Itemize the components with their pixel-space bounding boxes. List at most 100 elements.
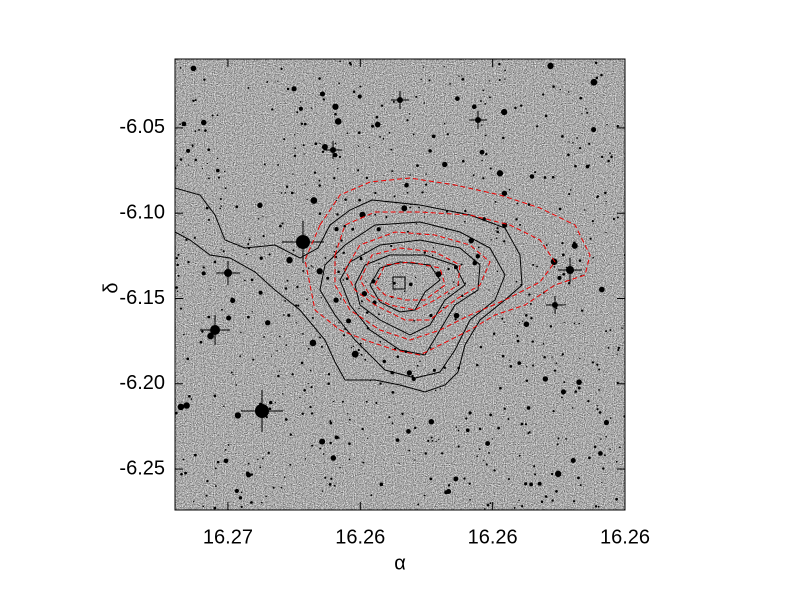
star [527,432,530,435]
star [227,444,230,446]
star [321,490,324,492]
star [215,168,220,173]
star [339,466,341,469]
star [472,174,475,177]
star [285,185,289,188]
star [518,454,521,457]
star [307,382,309,385]
star [471,104,477,110]
star [496,230,499,234]
star [551,499,554,502]
star [619,446,621,449]
star [503,407,506,410]
star [464,282,467,284]
star [598,451,603,456]
star [491,438,493,440]
star [346,318,352,324]
star [416,164,419,168]
star [496,270,499,273]
star [607,347,610,349]
star [490,239,492,241]
star [321,150,325,154]
star [501,190,508,197]
star [401,205,408,212]
star [532,364,534,367]
star [190,398,193,400]
star [605,330,608,333]
star [321,144,328,150]
star [337,167,339,170]
star [516,334,519,337]
star [598,388,600,391]
star [589,237,592,240]
star [248,238,251,241]
star [523,321,530,328]
star [413,319,415,322]
star [361,291,368,297]
star [556,443,559,446]
star [348,458,351,461]
star [379,382,382,385]
star [222,250,225,253]
star [349,63,353,66]
star [359,85,362,88]
star [579,484,582,487]
star [276,350,278,352]
star [596,405,598,407]
star [339,60,341,63]
star [454,318,457,321]
star [428,149,432,153]
star [299,101,302,103]
star [577,476,580,480]
star [449,83,451,85]
star [265,416,268,419]
star [603,419,610,426]
star [186,357,190,361]
star [182,231,184,234]
star [409,174,411,176]
star [324,476,327,479]
star [221,308,223,311]
star [555,490,558,493]
star [435,440,437,443]
star [499,386,502,390]
star [615,460,618,463]
star [304,458,307,460]
star [344,198,347,201]
star [571,242,578,249]
star [333,484,336,487]
star [300,361,304,365]
star [430,436,433,439]
star [558,207,562,211]
star [609,152,611,155]
star [284,287,288,290]
star [443,122,446,125]
star [261,501,263,504]
star [292,249,295,252]
star [416,364,419,367]
star [224,170,226,173]
star [360,353,363,356]
x-tick-label: 16.26 [335,526,385,548]
star [552,409,555,413]
star [268,400,273,405]
star [488,451,490,454]
star [265,495,267,498]
star [532,263,535,266]
star [509,359,511,361]
star [300,122,304,125]
star [415,95,418,98]
star [250,501,252,504]
star [475,254,481,259]
star [516,202,519,205]
star [201,167,204,170]
star [289,463,292,466]
star [176,290,179,293]
star [406,230,409,233]
star [478,427,482,431]
star [431,439,434,442]
star [392,100,395,103]
star [286,256,293,264]
star [495,230,497,232]
star [216,114,219,117]
